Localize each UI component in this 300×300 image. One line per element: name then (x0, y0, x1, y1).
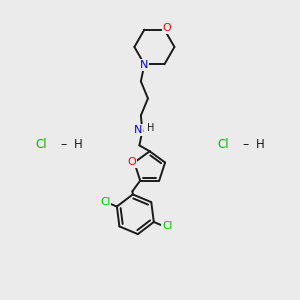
Text: O: O (162, 23, 171, 33)
Text: –: – (243, 138, 249, 151)
Text: H: H (147, 123, 154, 133)
Text: Cl: Cl (35, 138, 47, 151)
Text: –: – (60, 138, 66, 151)
Text: H: H (74, 138, 82, 151)
Text: N: N (140, 60, 148, 70)
Text: Cl: Cl (100, 197, 110, 207)
Text: O: O (127, 158, 136, 167)
Text: Cl: Cl (162, 221, 172, 231)
Text: N: N (134, 125, 142, 135)
Text: H: H (256, 138, 265, 151)
Text: Cl: Cl (218, 138, 230, 151)
